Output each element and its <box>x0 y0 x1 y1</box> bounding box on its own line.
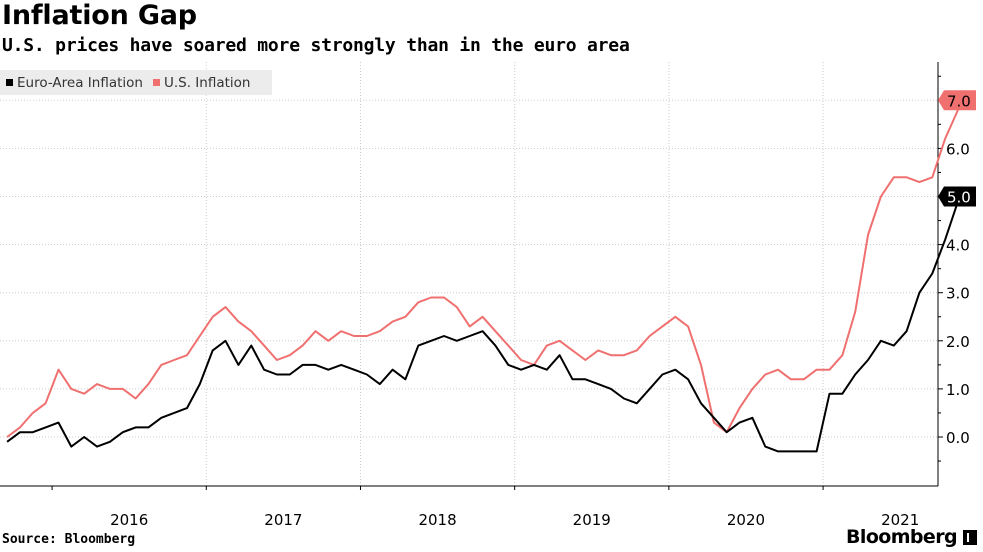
x-tick-label: 2021 <box>881 511 919 529</box>
bloomberg-terminal-icon <box>963 529 977 545</box>
end-label-text: 7.0 <box>947 92 971 110</box>
brand-wordmark: Bloomberg <box>846 526 958 548</box>
us-inflation-line <box>6 99 972 438</box>
euro-end-label: 5.0 <box>938 186 976 207</box>
legend-label-euro: Euro-Area Inflation <box>17 74 143 91</box>
chart-subtitle: U.S. prices have soared more strongly th… <box>2 35 630 56</box>
x-tick-label: 2016 <box>110 511 148 529</box>
end-label-bg <box>938 90 976 111</box>
legend-item-euro[interactable]: Euro-Area Inflation <box>6 75 143 91</box>
brand-logo: Bloomberg <box>846 526 977 548</box>
end-label-bg <box>938 186 976 207</box>
y-tick-label: 6.0 <box>946 140 970 158</box>
us-end-label: 7.0 <box>938 90 976 111</box>
x-tick-label: 2017 <box>264 511 302 529</box>
chart-legend: Euro-Area Inflation U.S. Inflation <box>0 70 272 95</box>
x-tick-label: 2018 <box>418 511 456 529</box>
euro-inflation-line <box>6 195 972 453</box>
chart-title: Inflation Gap <box>2 0 197 31</box>
y-tick-label: 3.0 <box>946 285 970 303</box>
legend-swatch-euro <box>6 79 13 86</box>
legend-label-us: U.S. Inflation <box>163 74 251 91</box>
x-tick-label: 2019 <box>573 511 611 529</box>
y-tick-label: 4.0 <box>946 237 970 255</box>
legend-swatch-us <box>152 79 160 86</box>
end-label-text: 5.0 <box>947 189 971 207</box>
source-note: Source: Bloomberg <box>2 532 136 547</box>
y-tick-label: 0.0 <box>946 429 970 447</box>
x-tick-label: 2020 <box>727 511 765 529</box>
y-tick-label: 2.0 <box>946 333 970 351</box>
y-tick-label: 1.0 <box>946 381 970 399</box>
legend-item-us[interactable]: U.S. Inflation <box>152 74 251 91</box>
